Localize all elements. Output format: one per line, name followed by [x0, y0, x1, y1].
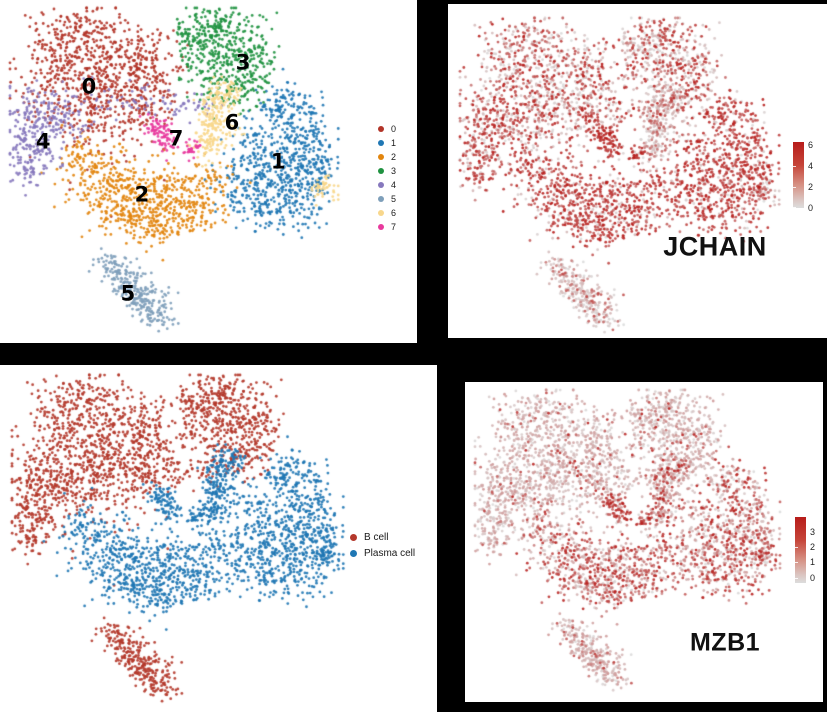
colorbar-gradient: [793, 142, 804, 208]
colorbar-tick-mark: [795, 562, 798, 563]
legend-item-1: 1: [378, 138, 396, 148]
legend-dot: [350, 534, 357, 541]
legend-item-3: 3: [378, 166, 396, 176]
legend-dot: [350, 550, 357, 557]
colorbar-tick-label-0: 0: [808, 203, 814, 213]
legend-label: 7: [391, 222, 397, 232]
colorbar-tick-mark: [793, 207, 796, 208]
legend-label: 6: [391, 208, 397, 218]
legend-item-4: 4: [378, 180, 396, 190]
cluster-number-label-5: 5: [120, 281, 136, 306]
cluster-number-label-3: 3: [235, 50, 251, 75]
colorbar-tick-mark: [795, 578, 798, 579]
umap-celltype-scatter: [0, 365, 437, 712]
legend-item-0: 0: [378, 124, 396, 134]
umap-jchain-scatter: [448, 4, 827, 338]
panel-umap-mzb1: MZB1 3 2 1 0: [465, 382, 823, 702]
panel-umap-clusters: 0 1 2 3 4 5 6 7 0 1 2 3 4 5 6 7: [0, 0, 417, 343]
panel-umap-jchain: JCHAIN 6 4 2 0: [448, 4, 827, 338]
cluster-legend: 0 1 2 3 4 5 6 7: [378, 124, 396, 232]
colorbar-tick-label-3: 3: [810, 527, 816, 537]
legend-item-b-cell: B cell: [350, 532, 415, 543]
colorbar-tick-label-6: 6: [808, 140, 814, 150]
umap-mzb1-scatter: [465, 382, 823, 702]
panel-umap-celltype: B cell Plasma cell: [0, 365, 437, 712]
legend-dot: [378, 154, 384, 160]
legend-label: 5: [391, 194, 397, 204]
cluster-number-label-1: 1: [270, 149, 286, 174]
legend-item-5: 5: [378, 194, 396, 204]
cluster-number-label-4: 4: [35, 129, 51, 154]
colorbar-tick-label-1: 1: [810, 557, 816, 567]
legend-dot: [378, 224, 384, 230]
legend-label: B cell: [364, 532, 389, 543]
legend-label: 2: [391, 152, 397, 162]
legend-dot: [378, 182, 384, 188]
cluster-number-label-7: 7: [168, 126, 184, 151]
legend-item-6: 6: [378, 208, 396, 218]
cluster-number-label-6: 6: [224, 110, 240, 135]
legend-dot: [378, 196, 384, 202]
colorbar-tick-label-2: 2: [808, 182, 814, 192]
legend-dot: [378, 168, 384, 174]
colorbar-tick-mark: [793, 166, 796, 167]
legend-dot: [378, 126, 384, 132]
legend-label: Plasma cell: [364, 548, 416, 559]
legend-item-plasma-cell: Plasma cell: [350, 548, 415, 559]
legend-dot: [378, 210, 384, 216]
colorbar-tick-label-4: 4: [808, 161, 814, 171]
legend-label: 1: [391, 138, 397, 148]
legend-label: 0: [391, 124, 397, 134]
colorbar-tick-label-0: 0: [810, 573, 816, 583]
colorbar-gradient: [795, 517, 806, 583]
celltype-legend: B cell Plasma cell: [350, 532, 415, 559]
gene-title-jchain: JCHAIN: [663, 231, 767, 262]
colorbar-tick-label-2: 2: [810, 542, 816, 552]
legend-item-2: 2: [378, 152, 396, 162]
legend-label: 3: [391, 166, 397, 176]
legend-label: 4: [391, 180, 397, 190]
gene-title-mzb1: MZB1: [689, 628, 761, 657]
cluster-number-label-2: 2: [134, 182, 150, 207]
legend-dot: [378, 140, 384, 146]
legend-item-7: 7: [378, 222, 396, 232]
colorbar-tick-mark: [793, 187, 796, 188]
colorbar-tick-mark: [795, 547, 798, 548]
umap-clusters-scatter: [0, 0, 417, 343]
cluster-number-label-0: 0: [81, 74, 97, 99]
